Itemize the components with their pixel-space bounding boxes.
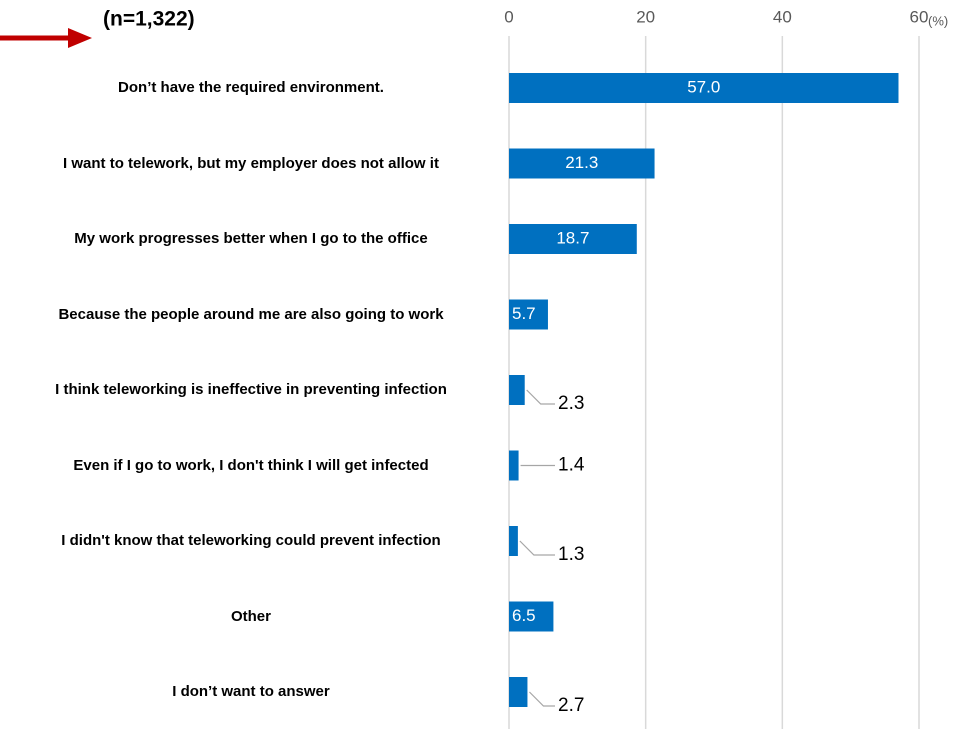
data-label: 18.7 — [556, 228, 589, 247]
data-label: 2.7 — [558, 695, 584, 716]
data-label: 6.5 — [512, 606, 536, 625]
category-label: I don’t want to answer — [172, 683, 330, 700]
subtitle: (n=1,322) — [103, 8, 195, 31]
bar — [509, 375, 525, 405]
data-label: 57.0 — [687, 77, 720, 96]
category-label: My work progresses better when I go to t… — [74, 230, 428, 247]
leader-line — [529, 691, 555, 707]
data-label: 1.3 — [558, 544, 584, 565]
x-tick-label: 60 — [910, 7, 929, 26]
category-label: I want to telework, but my employer does… — [63, 154, 439, 172]
bar — [509, 299, 548, 330]
leader-line — [526, 389, 555, 405]
leader-line — [519, 540, 555, 556]
bar — [509, 73, 899, 103]
category-label: I didn't know that teleworking could pre… — [61, 532, 441, 549]
x-tick-label: 40 — [773, 7, 792, 26]
bar — [509, 526, 518, 556]
bar — [509, 224, 637, 254]
x-tick-label: 0 — [504, 7, 513, 26]
bar — [509, 601, 554, 632]
x-tick-label: 20 — [636, 7, 655, 26]
data-label: 5.7 — [512, 304, 536, 323]
data-label: 21.3 — [565, 153, 598, 172]
bar — [509, 450, 519, 481]
category-label: Don’t have the required environment. — [118, 79, 384, 96]
category-label: I think teleworking is ineffective in pr… — [55, 381, 447, 398]
arrow-head — [68, 28, 92, 48]
category-label: Other — [230, 607, 271, 625]
data-label: 1.4 — [558, 455, 585, 476]
unit: (%) — [928, 13, 948, 28]
category-label: Even if I go to work, I don't think I wi… — [73, 456, 429, 474]
bar — [509, 148, 655, 179]
data-label: 2.3 — [558, 393, 584, 414]
bar — [509, 677, 528, 707]
category-label: Because the people around me are also go… — [58, 305, 444, 323]
